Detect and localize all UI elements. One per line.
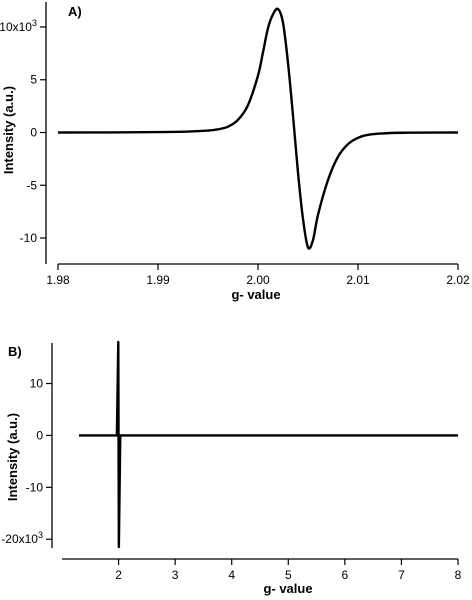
panel-a-x-ticks: 1.98 1.99 2.00 2.01 2.02	[46, 264, 470, 287]
panel-b-x-tick-label: 6	[342, 568, 349, 582]
panel-b-y-tick-label: -10	[26, 480, 44, 494]
panel-b-x-tick-label: 2	[115, 568, 122, 582]
panel-a-y-exponent: 3	[32, 18, 37, 28]
panel-a-x-axis-label: g- value	[231, 287, 280, 302]
panel-b-x-tick-label: 7	[398, 568, 405, 582]
panel-b-x-tick-label: 4	[228, 568, 235, 582]
panel-a-x-tick-label: 2.02	[446, 273, 470, 287]
panel-a-series-line	[57, 7, 459, 250]
panel-b-x-axis-label: g- value	[263, 581, 312, 596]
panel-a-x-tick-label: 2.01	[346, 273, 370, 287]
panel-a-y-tick-label: 5	[30, 73, 37, 87]
panel-a-y-axis-label: Intensity (a.u.)	[1, 86, 16, 174]
panel-a-y-ticks: -10 -5 0 5 10x103	[0, 18, 46, 245]
panel-b-y-exponent: 3	[38, 530, 43, 540]
panel-a-y-tick-label: -10	[20, 231, 38, 245]
panel-b-label: B)	[8, 344, 22, 359]
panel-a-y-tick-label: 0	[30, 126, 37, 140]
panel-b-y-tick-label: 10	[30, 377, 44, 391]
panel-a-x-tick-label: 1.99	[146, 273, 170, 287]
panel-b-x-tick-label: 3	[172, 568, 179, 582]
panel-a-x-tick-label: 1.98	[46, 273, 70, 287]
panel-b-y-multiplier: x10	[19, 532, 39, 546]
panel-b-y-axis-label: Intensity (a.u.)	[5, 413, 20, 501]
panel-b-x-ticks: 2 3 4 5 6 7 8	[115, 559, 462, 582]
panel-b: B) -20x103 -10 0 10 2 3 4 5 6 7 8 g- value Intens…	[1, 340, 462, 596]
panel-b-x-tick-label: 5	[285, 568, 292, 582]
panel-b-y-tick-label: 0	[36, 428, 43, 442]
panel-a-y-tick-label: -5	[26, 178, 37, 192]
panel-a-y-tick-label: 10x103	[0, 18, 37, 34]
panel-a: A) -10 -5 0 5 10x103 1.98 1.99 2.00 2.01 2.02 g-…	[0, 2, 470, 302]
panel-b-y-tick-label: -20x103	[1, 530, 43, 546]
panel-a-y-multiplier: x10	[13, 20, 33, 34]
panel-a-x-tick-label: 2.00	[246, 273, 270, 287]
panel-b-y-ticks: -20x103 -10 0 10	[1, 377, 52, 546]
panel-b-series-line	[78, 340, 458, 549]
panel-a-label: A)	[68, 4, 82, 19]
panel-b-x-tick-label: 8	[455, 568, 462, 582]
